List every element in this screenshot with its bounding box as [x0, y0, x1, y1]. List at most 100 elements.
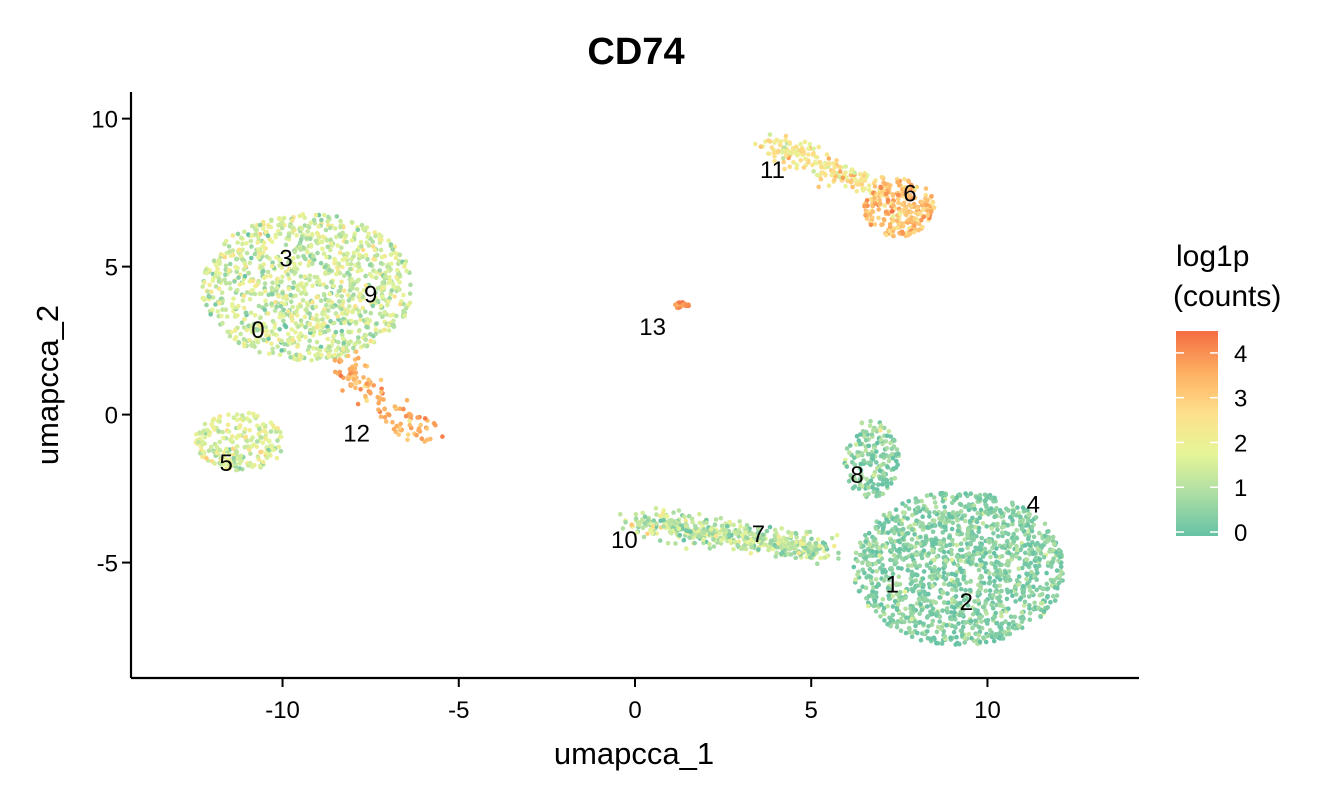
data-point	[903, 630, 909, 636]
data-point	[924, 604, 930, 609]
data-point	[1047, 549, 1052, 554]
data-point	[884, 232, 889, 238]
data-point	[863, 533, 868, 538]
data-point	[920, 224, 925, 230]
data-point	[937, 573, 943, 579]
data-point	[840, 175, 846, 181]
data-point	[902, 176, 907, 182]
data-point	[885, 465, 890, 470]
data-point	[1016, 582, 1021, 587]
data-point	[355, 227, 361, 233]
data-point	[377, 311, 383, 317]
data-point	[984, 524, 989, 529]
data-point	[266, 439, 272, 444]
data-point	[308, 244, 314, 249]
data-point	[1010, 522, 1015, 527]
data-point	[340, 298, 346, 304]
data-point	[1002, 629, 1007, 635]
data-point	[1020, 505, 1026, 510]
data-point	[878, 201, 883, 207]
data-point	[895, 192, 901, 198]
data-point	[899, 531, 905, 536]
data-point	[338, 284, 344, 290]
data-point	[948, 635, 953, 640]
data-point	[261, 240, 267, 245]
data-point	[876, 215, 881, 221]
data-point	[822, 555, 828, 560]
data-point	[932, 539, 937, 545]
data-point	[915, 572, 920, 578]
data-point	[866, 443, 872, 449]
data-point	[908, 210, 914, 215]
data-point	[228, 330, 234, 335]
data-point	[899, 566, 904, 571]
data-point	[267, 351, 272, 357]
data-point	[860, 552, 865, 558]
data-point	[664, 514, 670, 519]
data-point	[297, 261, 303, 267]
data-point	[270, 263, 275, 269]
legend-tick-label: 0	[1234, 520, 1247, 547]
data-point	[1023, 532, 1028, 537]
data-point	[884, 477, 890, 483]
data-point	[937, 595, 942, 600]
cluster-label-2: 2	[960, 589, 973, 616]
data-point	[999, 514, 1004, 519]
data-point	[341, 340, 347, 346]
data-point	[874, 460, 879, 465]
data-point	[942, 563, 948, 568]
data-point	[945, 591, 950, 596]
data-point	[422, 416, 428, 421]
data-point	[287, 259, 292, 264]
data-point	[242, 229, 247, 234]
data-point	[910, 579, 915, 584]
data-point	[767, 132, 773, 137]
data-point	[260, 422, 266, 427]
data-point	[294, 283, 300, 289]
data-point	[941, 537, 947, 542]
data-point	[991, 572, 997, 577]
data-point	[846, 478, 852, 484]
data-point	[764, 528, 770, 534]
data-point	[882, 425, 887, 431]
data-point	[230, 304, 235, 309]
data-point	[304, 248, 310, 254]
data-point	[793, 531, 799, 537]
data-point	[766, 151, 772, 156]
data-point	[298, 274, 304, 279]
data-point	[788, 552, 794, 557]
data-point	[928, 492, 934, 498]
data-point	[728, 538, 733, 544]
data-point	[206, 432, 212, 438]
data-point	[405, 437, 410, 443]
x-tick-label: 0	[628, 697, 641, 724]
data-point	[890, 214, 896, 219]
data-point	[336, 339, 341, 345]
data-point	[681, 537, 687, 543]
data-point	[255, 240, 260, 245]
data-point	[772, 542, 777, 548]
data-point	[997, 602, 1002, 608]
data-point	[1052, 598, 1058, 603]
data-point	[279, 220, 285, 225]
data-point	[881, 217, 887, 222]
data-point	[1010, 593, 1015, 598]
data-point	[276, 294, 282, 299]
data-point	[241, 325, 247, 330]
data-point	[211, 416, 217, 422]
data-point	[202, 434, 208, 440]
data-point	[345, 353, 351, 359]
data-point	[433, 422, 438, 428]
data-point	[382, 253, 388, 259]
data-point	[880, 526, 886, 532]
data-point	[744, 523, 750, 528]
data-point	[1056, 547, 1062, 553]
cluster-label-9: 9	[364, 281, 377, 308]
data-point	[1012, 584, 1018, 590]
data-point	[768, 540, 774, 546]
data-point	[241, 305, 247, 311]
data-point	[912, 560, 917, 565]
data-point	[983, 601, 988, 606]
data-point	[407, 422, 413, 428]
data-point	[732, 539, 737, 545]
